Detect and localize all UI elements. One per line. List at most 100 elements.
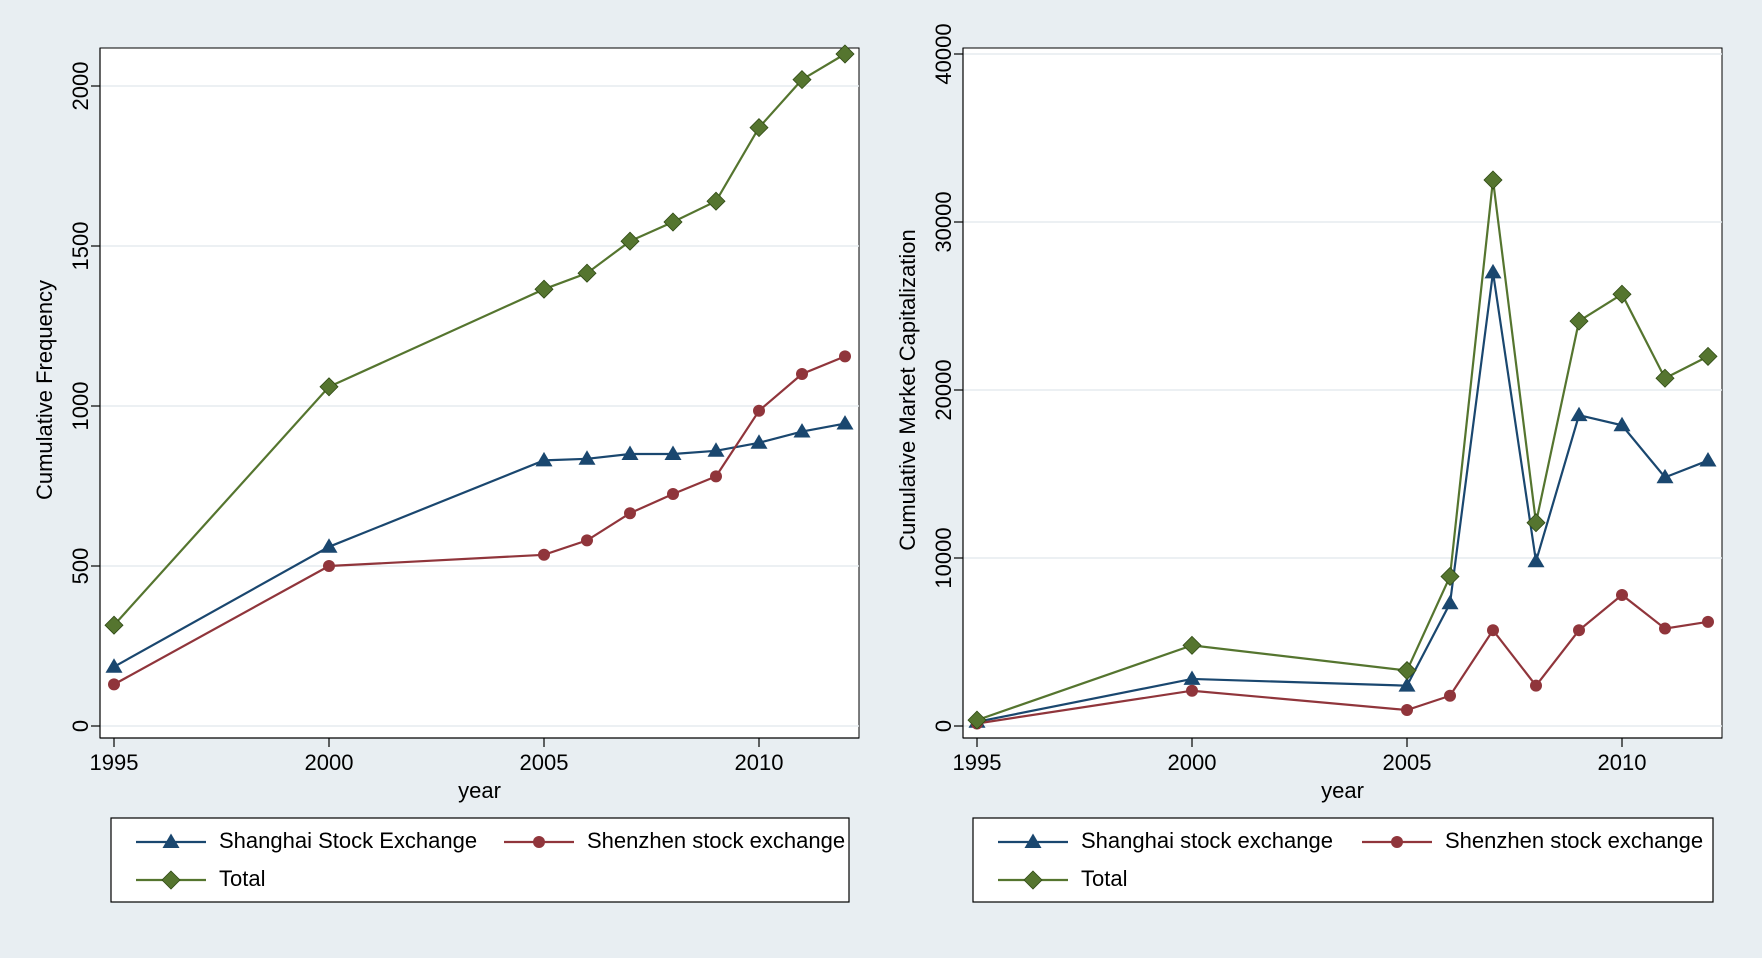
x-tick-label-right-0: 1995 bbox=[953, 750, 1002, 775]
legend-label-shenzhen-right: Shenzhen stock exchange bbox=[1445, 828, 1703, 853]
y-axis-left: 0 500 1000 1500 2000 bbox=[68, 48, 101, 738]
series-point-shenzhen-left-7 bbox=[753, 404, 765, 417]
y-tick-label-left-0: 0 bbox=[68, 720, 93, 732]
series-point-total-left-4 bbox=[620, 231, 640, 251]
y-tick-label-left-1: 500 bbox=[68, 548, 93, 585]
series-point-total-right-9 bbox=[1698, 346, 1718, 366]
legend-entry-shanghai-right bbox=[998, 833, 1068, 848]
series-point-shenzhen-right-1 bbox=[1186, 684, 1198, 697]
y-tick-label-left-2: 1000 bbox=[68, 382, 93, 431]
legend-label-shanghai-left: Shanghai Stock Exchange bbox=[219, 828, 477, 853]
series-point-total-right-5 bbox=[1526, 513, 1546, 533]
series-point-shenzhen-right-2 bbox=[1401, 704, 1413, 717]
x-axis-title-left: year bbox=[458, 778, 501, 803]
legend-label-total-right: Total bbox=[1081, 866, 1127, 891]
y-tick-label-right-0: 0 bbox=[931, 720, 956, 732]
series-point-shanghai-right-5 bbox=[1527, 552, 1545, 568]
series-point-shanghai-right-1 bbox=[1183, 670, 1201, 685]
legend-entry-shenzhen-left bbox=[504, 836, 574, 848]
series-point-shenzhen-left-0 bbox=[108, 678, 120, 691]
series-point-shanghai-left-9 bbox=[836, 415, 854, 430]
y-tick-label-right-1: 10000 bbox=[931, 527, 956, 588]
legend-label-shenzhen-left: Shenzhen stock exchange bbox=[587, 828, 845, 853]
series-point-shanghai-right-8 bbox=[1656, 468, 1674, 484]
legend-entry-shenzhen-right bbox=[1362, 836, 1432, 848]
x-tick-label-right-2: 2005 bbox=[1383, 750, 1432, 775]
y-axis-title-right: Cumulative Market Capitalization bbox=[895, 229, 920, 551]
series-point-total-left-2 bbox=[534, 279, 554, 299]
series-point-shenzhen-left-1 bbox=[323, 560, 335, 572]
series-point-total-left-3 bbox=[577, 263, 597, 283]
series-point-total-right-3 bbox=[1440, 566, 1460, 587]
series-point-shenzhen-right-4 bbox=[1487, 624, 1499, 637]
series-point-total-right-2 bbox=[1397, 660, 1417, 681]
series-point-shanghai-right-9 bbox=[1699, 452, 1717, 467]
y-tick-label-left-4: 2000 bbox=[68, 62, 93, 111]
series-point-total-left-1 bbox=[319, 377, 339, 397]
series-point-total-right-7 bbox=[1612, 284, 1632, 304]
gridlines-left bbox=[100, 85, 859, 727]
x-tick-label-left-0: 1995 bbox=[90, 750, 139, 775]
gridlines-right bbox=[963, 53, 1722, 727]
series-point-shenzhen-right-9 bbox=[1702, 615, 1714, 628]
legend-marker-shanghai-left bbox=[162, 833, 180, 848]
x-axis-right: 1995 2000 2005 2010 bbox=[953, 737, 1722, 775]
series-point-shenzhen-right-5 bbox=[1530, 679, 1542, 692]
series-line-total-left bbox=[113, 53, 846, 626]
legend-marker-shenzhen-right bbox=[1391, 836, 1403, 848]
legend-entry-total-left bbox=[136, 870, 206, 890]
series-point-total-left-6 bbox=[706, 191, 726, 211]
series-point-shanghai-left-6 bbox=[707, 442, 725, 457]
legend-marker-shenzhen-left bbox=[533, 836, 545, 848]
y-tick-label-right-2: 20000 bbox=[931, 359, 956, 420]
legend-marker-total-left bbox=[161, 870, 181, 890]
series-point-total-right-6 bbox=[1569, 311, 1589, 331]
series-point-total-right-4 bbox=[1483, 170, 1503, 190]
series-point-shenzhen-right-8 bbox=[1659, 622, 1671, 635]
plot-region-right bbox=[962, 47, 1723, 739]
series-point-shenzhen-left-8 bbox=[796, 368, 808, 380]
series-point-shenzhen-left-2 bbox=[538, 548, 550, 561]
series-point-total-right-0 bbox=[967, 710, 987, 730]
x-axis-left: 1995 2000 2005 2010 bbox=[90, 737, 859, 775]
series-point-total-left-8 bbox=[792, 70, 812, 90]
x-tick-label-right-3: 2010 bbox=[1598, 750, 1647, 775]
legend-label-total-left: Total bbox=[219, 866, 265, 891]
series-point-shanghai-right-4 bbox=[1484, 263, 1502, 279]
series-point-shenzhen-left-6 bbox=[710, 470, 722, 483]
legend-left: Shanghai Stock Exchange Shenzhen stock e… bbox=[110, 817, 850, 903]
series-point-shanghai-left-0 bbox=[105, 658, 123, 673]
legend-marker-shanghai-right bbox=[1024, 833, 1042, 848]
series-point-shanghai-right-7 bbox=[1613, 416, 1631, 432]
x-axis-title-right: year bbox=[1321, 778, 1364, 803]
y-axis-title-left: Cumulative Frequency bbox=[32, 280, 57, 500]
series-right bbox=[967, 170, 1718, 730]
series-line-shenzhen-right bbox=[976, 593, 1709, 725]
series-point-shanghai-left-3 bbox=[578, 450, 596, 465]
series-point-total-left-7 bbox=[749, 118, 769, 138]
series-point-total-right-8 bbox=[1655, 368, 1675, 388]
series-point-total-left-9 bbox=[835, 44, 855, 64]
y-tick-label-right-3: 30000 bbox=[931, 191, 956, 252]
y-tick-label-left-3: 1500 bbox=[68, 222, 93, 271]
series-point-shenzhen-right-7 bbox=[1616, 588, 1628, 601]
series-line-shanghai-left bbox=[113, 422, 846, 668]
series-point-shanghai-left-5 bbox=[664, 445, 682, 460]
series-point-shenzhen-left-5 bbox=[667, 488, 679, 500]
series-point-shanghai-left-2 bbox=[535, 451, 553, 467]
legend-entry-shanghai-left bbox=[136, 833, 206, 848]
y-tick-label-right-4: 40000 bbox=[931, 23, 956, 84]
x-tick-label-left-2: 2005 bbox=[520, 750, 569, 775]
x-tick-label-left-3: 2010 bbox=[735, 750, 784, 775]
series-left bbox=[104, 44, 855, 691]
series-point-shanghai-right-6 bbox=[1570, 406, 1588, 422]
series-point-shenzhen-left-3 bbox=[581, 534, 593, 547]
series-line-total-right bbox=[976, 179, 1709, 722]
y-axis-right: 0 10000 20000 30000 40000 bbox=[931, 23, 964, 738]
x-tick-label-left-1: 2000 bbox=[305, 750, 354, 775]
panel-left: 0 500 1000 1500 2000 1995 2000 2005 2010 year C… bbox=[32, 44, 860, 903]
series-line-shenzhen-left bbox=[113, 355, 846, 686]
legend-marker-total-right bbox=[1023, 870, 1043, 890]
series-point-shenzhen-right-6 bbox=[1573, 624, 1585, 637]
